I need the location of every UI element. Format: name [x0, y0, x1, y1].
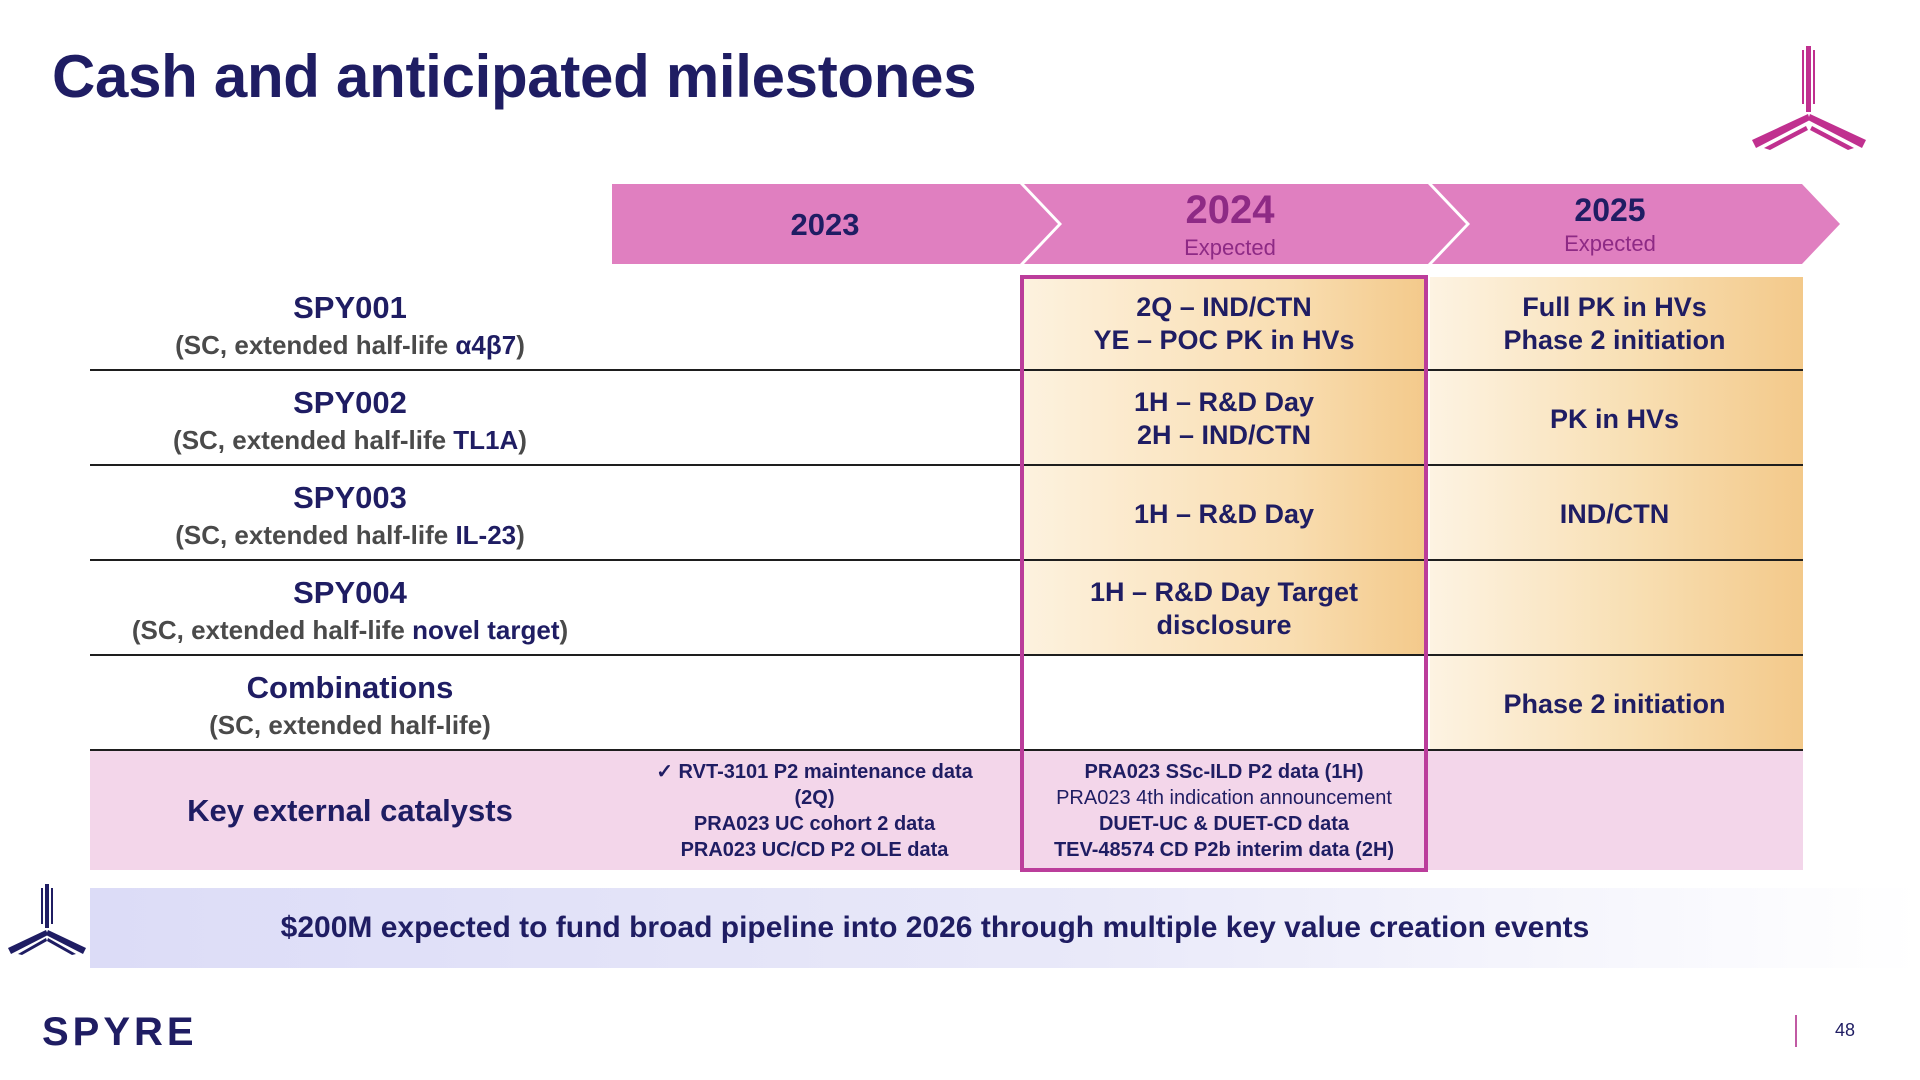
milestone-2024-spy003: 1H – R&D Day — [1024, 469, 1424, 559]
milestone-2024-spy001: 2Q – IND/CTN YE – POC PK in HVs — [1024, 279, 1424, 369]
row-desc-prefix: (SC, extended half-life — [131, 615, 413, 645]
row-desc-suffix: ) — [516, 520, 525, 550]
page-number: 48 — [1835, 1020, 1856, 1040]
catalyst-line: PRA023 UC/CD P2 OLE data — [680, 839, 949, 861]
year-2025-label: 2025 — [1574, 192, 1646, 228]
row-label-combinations: Combinations (SC, extended half-life) — [90, 670, 610, 741]
brand-wordmark: SPYRE — [42, 1010, 198, 1054]
page-divider — [1795, 1015, 1797, 1047]
page-title: Cash and anticipated milestones — [52, 43, 977, 110]
row-label-spy003: SPY003 (SC, extended half-life IL-23) — [90, 480, 610, 551]
spyre-logo-icon — [1752, 46, 1866, 150]
catalyst-band — [90, 751, 1803, 870]
milestone-2025-spy002: PK in HVs — [1432, 374, 1797, 464]
row-desc-suffix: ) — [518, 425, 527, 455]
milestone-line: IND/CTN — [1559, 498, 1670, 529]
catalyst-line: PRA023 SSc-ILD P2 data (1H) — [1084, 761, 1364, 783]
year-2025-sub: Expected — [1564, 231, 1656, 256]
catalyst-line: DUET-UC & DUET-CD data — [1098, 813, 1349, 835]
catalyst-line: TEV-48574 CD P2b interim data (2H) — [1053, 839, 1395, 861]
spyre-mark-icon — [8, 884, 86, 955]
row-label-spy002: SPY002 (SC, extended half-life TL1A) — [90, 385, 610, 456]
milestone-line: 2H – IND/CTN — [1136, 420, 1312, 450]
row-desc-suffix: ) — [559, 615, 569, 645]
row-name: SPY002 — [293, 385, 407, 420]
catalyst-line: ✓ RVT-3101 P2 maintenance data — [656, 761, 973, 783]
funding-banner: $200M expected to fund broad pipeline in… — [90, 888, 1920, 968]
catalyst-line: PRA023 4th indication announcement — [1056, 787, 1392, 809]
row-desc: (SC, extended half-life IL-23) — [90, 520, 610, 551]
row-desc-prefix: (SC, extended half-life — [175, 330, 456, 360]
catalyst-label: Key external catalysts — [187, 792, 513, 828]
milestone-2025-combinations: Phase 2 initiation — [1432, 659, 1797, 749]
milestone-2025-spy003: IND/CTN — [1432, 469, 1797, 559]
milestone-2025-spy001: Full PK in HVs Phase 2 initiation — [1432, 279, 1797, 369]
bg-2025 — [1430, 277, 1803, 751]
catalyst-line: (2Q) — [794, 787, 835, 809]
row-desc-target: IL-23 — [455, 520, 517, 550]
milestone-line: 1H – R&D Day — [1133, 387, 1315, 417]
funding-banner-text: $200M expected to fund broad pipeline in… — [280, 911, 1590, 944]
milestone-line: PK in HVs — [1549, 403, 1680, 434]
year-2024-label: 2024 — [1185, 188, 1275, 232]
milestone-line: Phase 2 initiation — [1503, 688, 1726, 719]
year-2024: 2024 Expected — [1110, 188, 1350, 261]
row-desc: (SC, extended half-life TL1A) — [90, 425, 610, 456]
milestone-line: 1H – R&D Day — [1133, 498, 1315, 529]
row-name: Combinations — [246, 670, 454, 705]
milestone-line: Phase 2 initiation — [1503, 325, 1726, 355]
row-desc-prefix: (SC, extended half-life) — [209, 710, 491, 740]
row-desc: (SC, extended half-life novel target) — [90, 615, 610, 646]
milestone-line: YE – POC PK in HVs — [1093, 325, 1355, 355]
row-name: SPY001 — [293, 290, 407, 325]
year-2025: 2025 Expected — [1490, 192, 1730, 257]
row-label-spy004: SPY004 (SC, extended half-life novel tar… — [90, 575, 610, 646]
row-desc-prefix: (SC, extended half-life — [175, 520, 456, 550]
year-2023: 2023 — [700, 207, 950, 243]
milestone-line: disclosure — [1156, 610, 1292, 640]
milestone-line: 1H – R&D Day Target — [1089, 577, 1359, 607]
milestone-2024-spy004: 1H – R&D Day Target disclosure — [1024, 564, 1424, 654]
year-2023-label: 2023 — [790, 207, 860, 242]
row-desc-prefix: (SC, extended half-life — [173, 425, 454, 455]
catalysts-2024: PRA023 SSc-ILD P2 data (1H) PRA023 4th i… — [1024, 759, 1424, 863]
highlight-2024-column — [1020, 275, 1428, 872]
milestone-line: Full PK in HVs — [1522, 292, 1707, 322]
catalysts-2023: ✓ RVT-3101 P2 maintenance data (2Q) PRA0… — [612, 759, 1017, 863]
catalyst-line: PRA023 UC cohort 2 data — [693, 813, 936, 835]
row-divider — [90, 369, 1803, 371]
row-divider — [90, 559, 1803, 561]
row-desc-target: α4β7 — [455, 330, 517, 360]
row-name: SPY004 — [293, 575, 407, 610]
milestone-line: 2Q – IND/CTN — [1136, 292, 1312, 322]
bg-2024 — [1020, 277, 1428, 655]
row-name: SPY003 — [293, 480, 407, 515]
row-divider — [90, 464, 1803, 466]
row-divider — [90, 749, 1803, 751]
row-label-spy001: SPY001 (SC, extended half-life α4β7) — [90, 290, 610, 361]
milestone-2024-spy002: 1H – R&D Day 2H – IND/CTN — [1024, 374, 1424, 464]
row-desc-target: TL1A — [453, 425, 519, 455]
row-divider — [90, 654, 1803, 656]
row-desc-suffix: ) — [516, 330, 525, 360]
year-2024-sub: Expected — [1184, 235, 1276, 260]
row-desc: (SC, extended half-life α4β7) — [90, 330, 610, 361]
row-desc-target: novel target — [412, 615, 560, 645]
row-desc: (SC, extended half-life) — [90, 710, 610, 741]
